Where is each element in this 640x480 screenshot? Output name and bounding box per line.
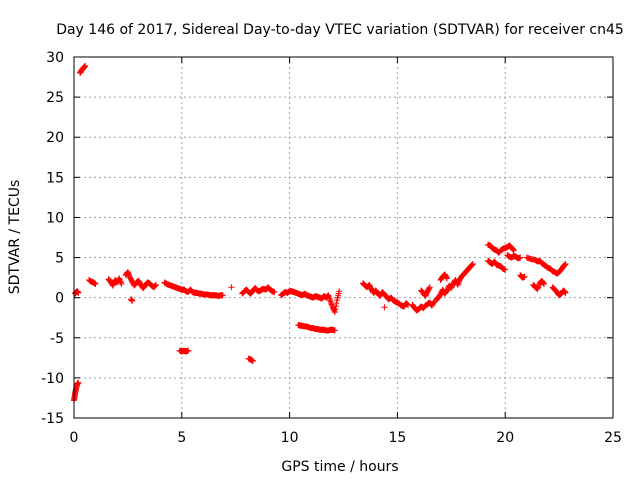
data-point bbox=[332, 303, 339, 310]
data-point bbox=[152, 282, 159, 289]
y-tick-label: -10 bbox=[41, 371, 64, 387]
x-tick-label: 0 bbox=[70, 430, 79, 446]
data-point bbox=[219, 292, 226, 299]
data-point bbox=[562, 289, 569, 296]
data-point bbox=[117, 278, 124, 285]
grid bbox=[74, 57, 613, 418]
data-point bbox=[561, 288, 568, 295]
data-point bbox=[271, 289, 278, 296]
data-point bbox=[426, 285, 433, 292]
data-point bbox=[125, 271, 132, 278]
data-point bbox=[332, 306, 339, 313]
data-point bbox=[249, 358, 256, 365]
x-tick-label: 20 bbox=[496, 430, 514, 446]
data-point bbox=[443, 274, 450, 281]
data-point bbox=[118, 281, 125, 288]
data-point bbox=[327, 298, 334, 305]
data-point bbox=[124, 268, 131, 275]
data-point bbox=[454, 281, 461, 288]
data-point bbox=[75, 289, 82, 296]
data-point bbox=[510, 247, 517, 254]
data-point bbox=[509, 246, 516, 253]
data-point bbox=[430, 299, 437, 306]
y-tick-label: 0 bbox=[55, 291, 64, 307]
x-tick-label: 5 bbox=[177, 430, 186, 446]
data-point bbox=[336, 288, 343, 295]
data-point bbox=[328, 300, 335, 307]
data-point bbox=[455, 279, 462, 286]
data-point bbox=[562, 289, 569, 296]
data-point bbox=[561, 262, 568, 269]
data-point bbox=[468, 262, 475, 269]
data-point bbox=[455, 280, 462, 287]
data-point bbox=[540, 280, 547, 287]
y-tick-label: -5 bbox=[50, 331, 64, 347]
tick-labels: 0 5 10 15 20 25 -15 -10 -5 0 5 10 15 20 25 30 bbox=[41, 50, 622, 446]
y-tick-label: 25 bbox=[46, 90, 64, 106]
data-point bbox=[333, 300, 340, 307]
data-point bbox=[517, 254, 524, 261]
data-point bbox=[381, 304, 388, 311]
plot-frame bbox=[73, 56, 614, 419]
data-point bbox=[510, 246, 517, 253]
data-point bbox=[185, 347, 192, 354]
data-point bbox=[535, 283, 542, 290]
data-point bbox=[331, 327, 338, 334]
data-point bbox=[92, 281, 99, 288]
y-tick-label: -15 bbox=[41, 411, 64, 427]
data-point bbox=[109, 282, 116, 289]
y-tick-label: 5 bbox=[55, 251, 64, 267]
data-point bbox=[562, 260, 569, 267]
data-point bbox=[129, 297, 136, 304]
y-tick-label: 30 bbox=[46, 50, 64, 66]
y-tick-label: 20 bbox=[46, 130, 64, 146]
y-axis-label: SDTVAR / TECUs bbox=[7, 180, 23, 295]
data-point bbox=[75, 379, 82, 386]
chart-title: Day 146 of 2017, Sidereal Day-to-day VTE… bbox=[56, 22, 624, 38]
data-point bbox=[534, 285, 541, 292]
data-point bbox=[328, 301, 335, 308]
data-point bbox=[502, 266, 509, 273]
x-tick-label: 25 bbox=[604, 430, 622, 446]
data-point bbox=[521, 273, 528, 280]
data-point bbox=[116, 275, 123, 282]
x-tick-label: 15 bbox=[388, 430, 406, 446]
data-point bbox=[228, 284, 235, 291]
x-tick-label: 10 bbox=[281, 430, 299, 446]
data-point bbox=[110, 281, 117, 288]
data-point bbox=[117, 279, 124, 286]
x-axis-label: GPS time / hours bbox=[281, 459, 398, 475]
y-tick-label: 15 bbox=[46, 170, 64, 186]
data-point bbox=[541, 281, 548, 288]
y-tick-label: 10 bbox=[46, 210, 64, 226]
data-point bbox=[116, 276, 123, 283]
data-points bbox=[71, 62, 569, 404]
data-point bbox=[426, 284, 433, 291]
data-point bbox=[562, 261, 569, 268]
data-point bbox=[443, 275, 450, 282]
data-point bbox=[535, 284, 542, 291]
data-point bbox=[331, 309, 338, 316]
data-point bbox=[469, 260, 476, 267]
data-point bbox=[469, 261, 476, 268]
data-point bbox=[152, 281, 159, 288]
data-point bbox=[125, 270, 132, 277]
axis-ticks bbox=[73, 56, 614, 419]
data-point bbox=[82, 62, 89, 69]
data-point bbox=[151, 283, 158, 290]
